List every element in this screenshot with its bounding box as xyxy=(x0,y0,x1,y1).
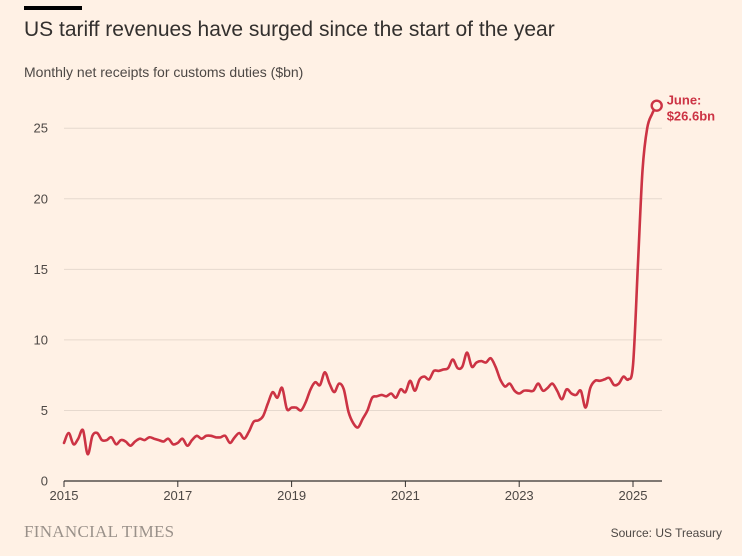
y-tick-label: 5 xyxy=(41,403,48,418)
financial-times-logo: FINANCIAL TIMES xyxy=(24,522,175,541)
end-point-marker xyxy=(650,99,663,112)
series-line-customs-receipts xyxy=(62,104,658,456)
ft-accent-bar xyxy=(24,6,82,10)
chart-subtitle: Monthly net receipts for customs duties … xyxy=(24,64,304,80)
x-tick-label: 2023 xyxy=(505,488,534,503)
annotation-label-value: $26.6bn xyxy=(667,109,715,124)
y-tick-label: 0 xyxy=(41,474,48,489)
y-tick-label: 15 xyxy=(34,262,48,277)
y-tick-label: 25 xyxy=(34,121,48,136)
source-note: Source: US Treasury xyxy=(610,526,722,540)
x-tick-label: 2017 xyxy=(163,488,192,503)
y-tick-label: 10 xyxy=(34,332,48,347)
x-tick-label: 2021 xyxy=(391,488,420,503)
x-tick-label: 2025 xyxy=(619,488,648,503)
x-axis: 2015 2017 2019 2021 2023 2025 xyxy=(50,480,662,503)
chart-title: US tariff revenues have surged since the… xyxy=(24,18,555,41)
y-axis-ticks: 0 5 10 15 20 25 xyxy=(34,121,48,489)
y-tick-label: 20 xyxy=(34,191,48,206)
x-tick-label: 2015 xyxy=(50,488,79,503)
annotation-label-month: June: xyxy=(667,93,702,108)
x-tick-label: 2019 xyxy=(277,488,306,503)
gridlines xyxy=(64,127,662,411)
